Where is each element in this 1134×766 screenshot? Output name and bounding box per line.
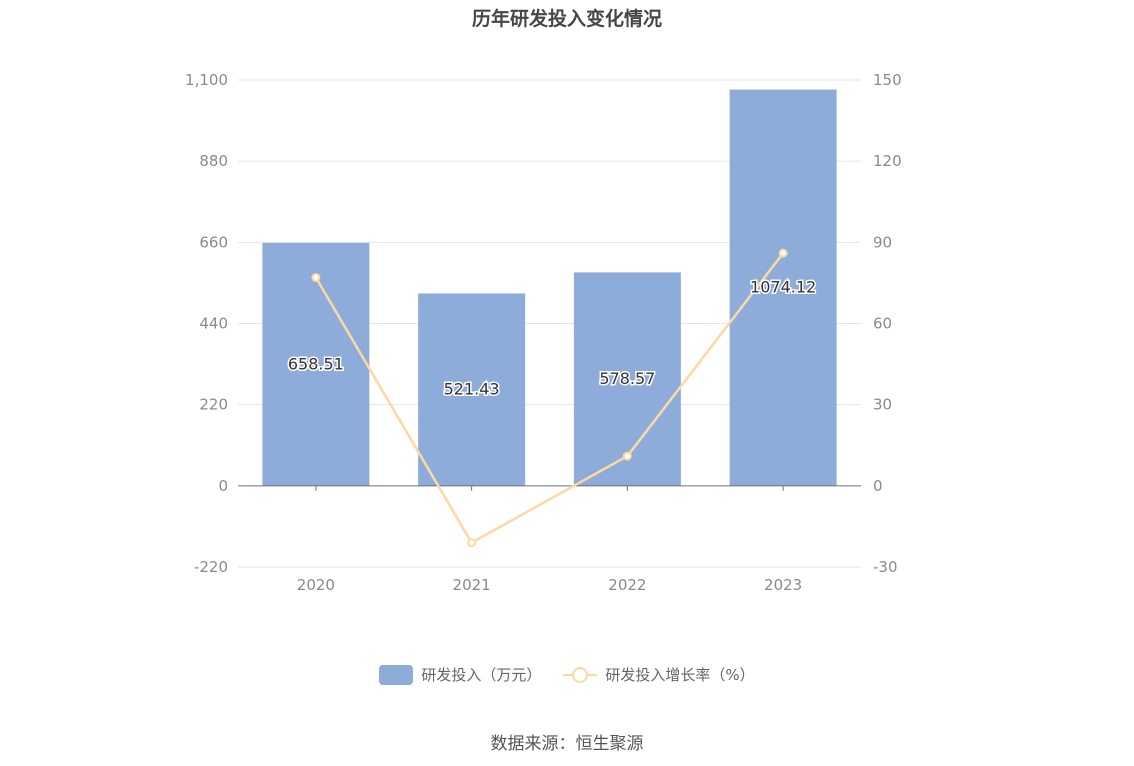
x-tick-label: 2020 [297,576,335,594]
bar [573,272,681,486]
y-right-tick-label: 60 [873,315,892,333]
y-left-tick-label: 0 [218,477,228,495]
legend-item-bar[interactable]: 研发投入（万元） [379,664,541,685]
growth-point [778,248,788,258]
y-right-tick-label: 0 [873,477,883,495]
legend: 研发投入（万元） 研发投入增长率（%） [0,664,1134,685]
y-left-tick-label: 440 [199,315,228,333]
data-source: 数据来源：恒生聚源 [490,734,644,754]
bar-data-label: 1074.12 [750,278,816,297]
y-left-tick-label: 1,100 [185,71,228,89]
y-right-tick-label: 30 [873,396,892,414]
legend-bar-label: 研发投入（万元） [421,666,542,684]
x-tick-label: 2021 [453,576,491,594]
bar [262,242,370,486]
bar-data-label: 658.51 [288,354,344,373]
chart-canvas: -220 0 220 440 660 880 1,100 -30 0 30 60 90 120 150 20… [185,71,902,594]
y-right-tick-label: 90 [873,233,892,251]
growth-point [311,273,321,283]
legend-item-line[interactable]: 研发投入增长率（%） [563,664,755,685]
bar-data-label: 578.57 [599,369,655,388]
y-left-tick-label: -220 [194,558,228,576]
bar-data-label: 521.43 [444,380,500,399]
y-right-tick-label: 150 [873,71,902,89]
y-right-tick-label: 120 [873,152,902,170]
legend-line-swatch [563,665,598,685]
y-right-tick-label: -30 [873,558,898,576]
y-left-tick-label: 220 [199,396,228,414]
y-left-tick-label: 660 [199,233,228,251]
growth-point [467,538,477,548]
x-tick-label: 2023 [764,576,802,594]
legend-bar-swatch [379,664,414,685]
growth-line [314,252,785,545]
chart-title: 历年研发投入变化情况 [471,8,662,30]
legend-line-label: 研发投入增长率（%） [605,666,755,684]
growth-point [622,451,632,461]
x-tick-label: 2022 [608,576,646,594]
y-left-tick-label: 880 [199,152,228,170]
bar [729,89,837,486]
bar [418,293,526,486]
